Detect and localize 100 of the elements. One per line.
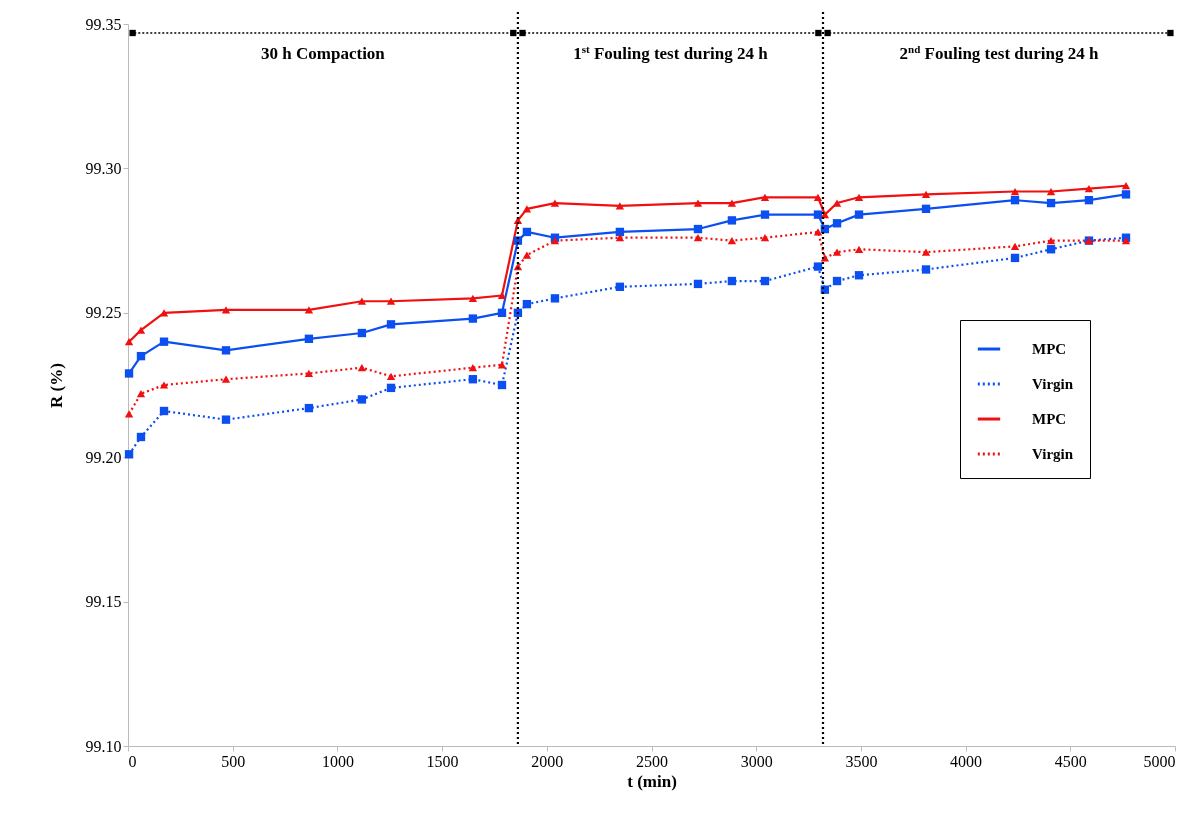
point xyxy=(921,204,931,214)
x-axis-title: t (min) xyxy=(627,771,677,791)
legend-label: MPC xyxy=(1032,341,1067,358)
point xyxy=(221,375,231,383)
point xyxy=(124,410,134,418)
point xyxy=(693,279,703,289)
point xyxy=(497,291,507,300)
point xyxy=(221,306,231,314)
point xyxy=(921,265,931,274)
point xyxy=(386,297,396,305)
point xyxy=(497,361,507,369)
point xyxy=(221,415,231,424)
x-tick-label: 1000 xyxy=(321,752,354,770)
y-tick-label: 99.25 xyxy=(85,304,122,322)
point xyxy=(304,334,314,343)
x-tick-label: 2000 xyxy=(531,752,564,770)
point xyxy=(357,395,367,404)
point xyxy=(1010,195,1020,205)
point xyxy=(497,308,507,317)
x-tick-label: 5000 xyxy=(1143,752,1176,770)
x-tick-label: 4500 xyxy=(1054,752,1087,770)
point xyxy=(522,251,532,259)
point xyxy=(304,369,314,378)
point xyxy=(813,262,823,271)
point xyxy=(832,199,842,207)
point xyxy=(136,326,146,334)
point xyxy=(727,216,737,225)
point xyxy=(820,254,830,262)
point xyxy=(136,351,146,361)
point xyxy=(854,193,864,201)
point xyxy=(124,369,134,378)
point xyxy=(1121,190,1131,199)
point xyxy=(760,276,770,286)
point xyxy=(1010,242,1020,250)
point xyxy=(522,205,532,213)
point xyxy=(854,271,864,280)
point xyxy=(159,309,169,317)
point xyxy=(136,390,146,398)
point xyxy=(615,282,625,291)
point xyxy=(221,346,231,355)
x-tick-label: 1500 xyxy=(426,752,459,770)
point xyxy=(522,227,532,237)
y-tick-label: 99.30 xyxy=(85,159,122,177)
point xyxy=(693,224,703,234)
point xyxy=(1046,236,1056,245)
point xyxy=(468,314,478,323)
point xyxy=(522,299,532,309)
point xyxy=(513,236,523,245)
point xyxy=(136,432,146,442)
legend-label: Virgin xyxy=(1032,376,1074,393)
y-tick-label: 99.10 xyxy=(85,737,122,755)
x-tick-label: 0 xyxy=(128,752,137,770)
point xyxy=(615,234,625,242)
point xyxy=(1010,253,1020,263)
point xyxy=(832,276,842,286)
point xyxy=(727,236,737,245)
point xyxy=(386,383,396,393)
legend-label: Virgin xyxy=(1032,446,1074,463)
x-tick-label: 3000 xyxy=(740,752,773,770)
point xyxy=(357,297,367,305)
point xyxy=(1046,245,1056,254)
point xyxy=(550,199,560,207)
y-tick-label: 99.20 xyxy=(85,448,122,466)
point xyxy=(1046,187,1056,196)
point xyxy=(124,338,134,346)
point xyxy=(693,234,703,242)
y-tick-label: 99.15 xyxy=(85,593,122,611)
x-tick-label: 2500 xyxy=(636,752,668,770)
point xyxy=(357,328,367,338)
x-tick-label: 4000 xyxy=(950,752,983,770)
point xyxy=(468,294,478,302)
legend-label: MPC xyxy=(1032,411,1067,428)
point xyxy=(550,294,560,303)
point xyxy=(832,248,842,256)
point xyxy=(357,364,367,372)
point xyxy=(468,375,478,384)
point xyxy=(304,306,314,314)
point xyxy=(124,450,134,459)
point xyxy=(813,193,823,201)
point xyxy=(693,199,703,207)
point xyxy=(468,364,478,372)
point xyxy=(854,210,864,219)
point xyxy=(386,372,396,380)
point xyxy=(386,320,396,329)
point xyxy=(727,276,737,286)
point xyxy=(760,193,770,201)
point xyxy=(1046,198,1056,208)
point xyxy=(921,190,931,199)
y-tick-label: 99.35 xyxy=(85,15,122,33)
annotation: 30 h Compaction xyxy=(261,44,386,63)
point xyxy=(159,381,169,389)
point xyxy=(497,380,507,390)
point xyxy=(727,199,737,207)
point xyxy=(159,406,169,416)
point xyxy=(1084,184,1094,193)
point xyxy=(760,210,770,219)
annotation: 1$^{st}$ Fouling test during 24 h xyxy=(573,43,769,63)
x-tick-label: 500 xyxy=(221,752,246,770)
point xyxy=(1121,182,1131,190)
point xyxy=(615,202,625,210)
